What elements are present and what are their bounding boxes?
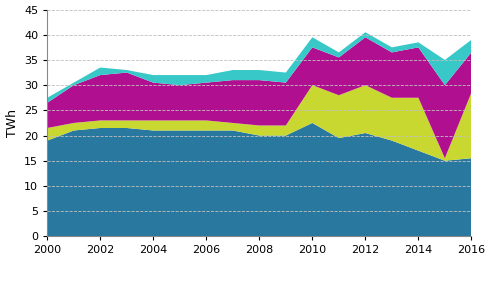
Legend: Fossil fuels, Renewables, Peat, Other: Fossil fuels, Renewables, Peat, Other <box>127 299 391 303</box>
Y-axis label: TWh: TWh <box>5 109 19 137</box>
